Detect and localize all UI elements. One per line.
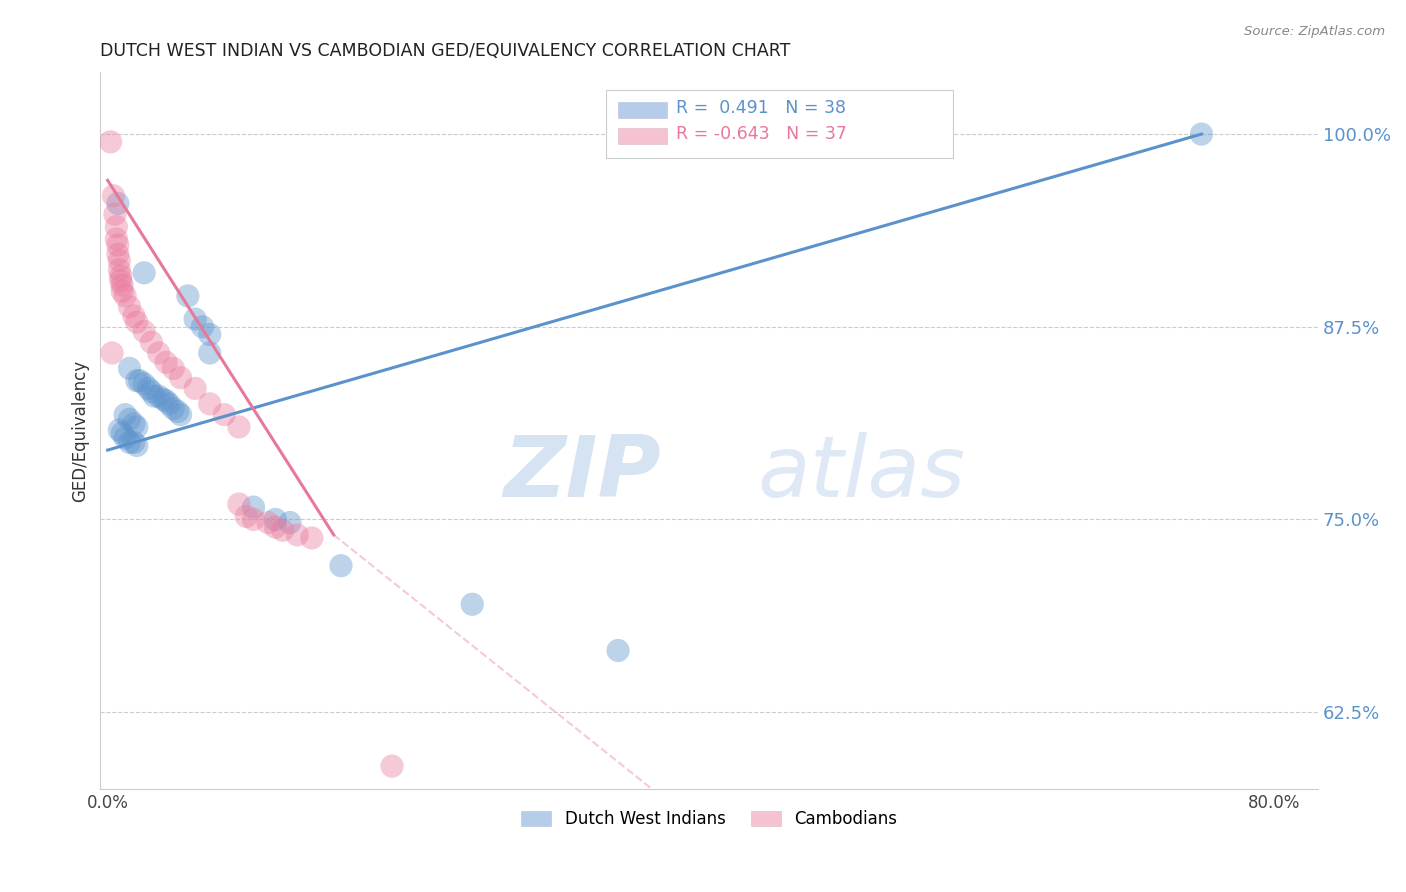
Point: [155, 355, 177, 369]
Point: [191, 319, 214, 334]
Point: [152, 392, 174, 407]
Point: [104, 207, 127, 221]
Text: atlas: atlas: [758, 433, 966, 516]
Point: [105, 219, 128, 234]
Point: [125, 374, 148, 388]
Text: R = -0.643   N = 37: R = -0.643 N = 37: [676, 125, 848, 143]
Point: [607, 643, 630, 657]
Point: [228, 420, 250, 434]
FancyBboxPatch shape: [617, 102, 666, 118]
Point: [141, 335, 163, 350]
Point: [114, 431, 136, 445]
Point: [111, 426, 134, 441]
Point: [235, 509, 257, 524]
Point: [242, 512, 264, 526]
Point: [118, 412, 141, 426]
Text: ZIP: ZIP: [503, 433, 661, 516]
Point: [155, 393, 177, 408]
Legend: Dutch West Indians, Cambodians: Dutch West Indians, Cambodians: [515, 804, 904, 835]
Point: [214, 408, 236, 422]
Point: [118, 300, 141, 314]
Point: [132, 266, 155, 280]
Point: [122, 435, 145, 450]
Point: [381, 759, 404, 773]
Point: [148, 346, 170, 360]
Point: [198, 346, 221, 360]
Point: [114, 408, 136, 422]
Point: [264, 520, 287, 534]
Point: [143, 389, 166, 403]
Point: [108, 423, 131, 437]
Point: [301, 531, 323, 545]
Point: [184, 381, 207, 395]
Point: [118, 361, 141, 376]
Point: [122, 309, 145, 323]
Point: [271, 523, 294, 537]
Point: [110, 268, 132, 283]
Point: [330, 558, 353, 573]
Point: [177, 289, 200, 303]
Point: [198, 397, 221, 411]
Point: [125, 420, 148, 434]
Point: [278, 516, 301, 530]
Point: [162, 401, 184, 416]
Point: [125, 315, 148, 329]
Point: [108, 262, 131, 277]
Point: [461, 597, 484, 611]
Point: [184, 312, 207, 326]
Text: Source: ZipAtlas.com: Source: ZipAtlas.com: [1244, 25, 1385, 38]
Point: [105, 232, 128, 246]
Point: [103, 188, 125, 202]
Point: [107, 238, 129, 252]
Point: [141, 384, 163, 399]
Point: [114, 289, 136, 303]
Point: [132, 376, 155, 391]
Point: [138, 381, 160, 395]
Point: [107, 196, 129, 211]
Point: [228, 497, 250, 511]
Point: [166, 404, 188, 418]
Y-axis label: GED/Equivalency: GED/Equivalency: [72, 359, 89, 502]
Point: [157, 397, 180, 411]
Point: [125, 438, 148, 452]
FancyBboxPatch shape: [617, 128, 666, 145]
Point: [285, 528, 308, 542]
Point: [118, 435, 141, 450]
FancyBboxPatch shape: [606, 90, 953, 159]
Point: [132, 325, 155, 339]
Text: DUTCH WEST INDIAN VS CAMBODIAN GED/EQUIVALENCY CORRELATION CHART: DUTCH WEST INDIAN VS CAMBODIAN GED/EQUIV…: [100, 42, 790, 60]
Point: [107, 247, 129, 261]
Point: [122, 417, 145, 431]
Point: [110, 273, 132, 287]
Point: [198, 327, 221, 342]
Point: [257, 516, 280, 530]
Point: [111, 285, 134, 299]
Text: R =  0.491   N = 38: R = 0.491 N = 38: [676, 98, 846, 117]
Point: [162, 361, 184, 376]
Point: [264, 512, 287, 526]
Point: [148, 389, 170, 403]
Point: [108, 253, 131, 268]
Point: [100, 135, 122, 149]
Point: [101, 346, 124, 360]
Point: [128, 374, 150, 388]
Point: [111, 278, 134, 293]
Point: [169, 408, 191, 422]
Point: [242, 500, 264, 515]
Point: [169, 370, 191, 384]
Point: [1191, 127, 1213, 141]
